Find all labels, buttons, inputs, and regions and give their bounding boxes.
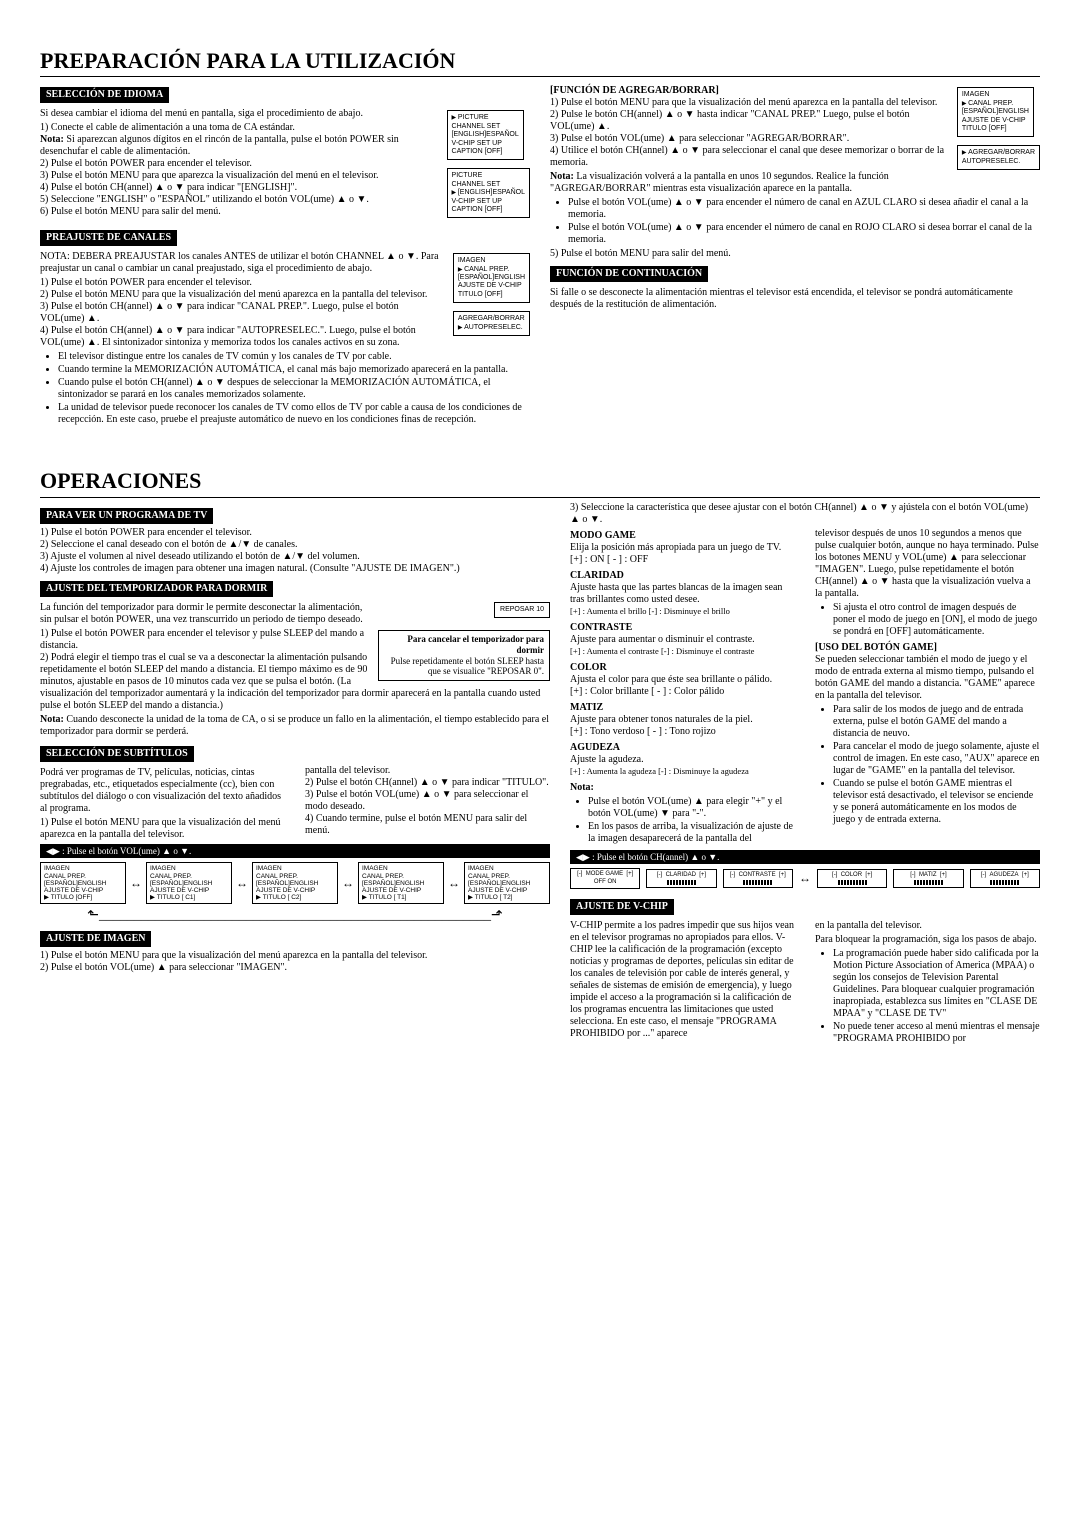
preajuste-bullets: El televisor distingue entre los canales…: [40, 351, 530, 426]
title-operaciones: OPERACIONES: [40, 468, 1040, 497]
claridad-head: CLARIDAD: [570, 570, 795, 582]
matiz-head: MATIZ: [570, 702, 795, 714]
sub-intro: Podrá ver programas de TV, películas, no…: [40, 767, 285, 815]
para-ver-steps: 1) Pulse el botón POWER para encender el…: [40, 527, 550, 575]
arrow-icon: ↔: [342, 876, 354, 890]
sub-box-0: IMAGENCANAL PREP.[ESPAÑOL]ENGLISHAJUSTE …: [40, 862, 126, 904]
section-preajuste: PREAJUSTE DE CANALES: [40, 230, 177, 246]
ajuste-img-steps: 1) Pulse el botón MENU para que la visua…: [40, 950, 550, 974]
func-agregar-bullets: Pulse el botón VOL(ume) ▲ o ▼ para encen…: [550, 197, 1040, 246]
nota-head: Nota:: [570, 782, 795, 794]
func-cont-text: Si falle o se desconecte la alimentación…: [550, 287, 1040, 311]
slider-mode-game: [-] MODE GAME [+] OFF ON: [570, 868, 640, 888]
temp-nota: Nota: Cuando desconecte la unidad de la …: [40, 714, 550, 738]
cancel-temp-box: Para cancelar el temporizador para dormi…: [378, 630, 550, 681]
vchip-text2: en la pantalla del televisor.: [815, 920, 1040, 932]
agudeza-head: AGUDEZA: [570, 742, 795, 754]
section-func-cont: FUNCIÓN DE CONTINUACIÓN: [550, 266, 708, 282]
slider-matiz: [-] MATIZ [+]: [893, 869, 963, 888]
menu-box-4: AGREGAR/BORRAR AUTOPRESELEC.: [453, 311, 530, 336]
uso-game-head: [USO DEL BOTÓN GAME]: [815, 642, 1040, 654]
sub-box-3: IMAGENCANAL PREP.[ESPAÑOL]ENGLISHAJUSTE …: [358, 862, 444, 904]
sub-box-4: IMAGENCANAL PREP.[ESPAÑOL]ENGLISHAJUSTE …: [464, 862, 550, 904]
section-para-ver: PARA VER UN PROGRAMA DE TV: [40, 508, 213, 524]
sub-box-2: IMAGENCANAL PREP.[ESPAÑOL]ENGLISHAJUSTE …: [252, 862, 338, 904]
arrow-icon: ↔: [236, 876, 248, 890]
slider-bar-label: ◀▶ : Pulse el botón CH(annel) ▲ o ▼.: [570, 850, 1040, 865]
slider-contraste: [-] CONTRASTE [+]: [723, 869, 793, 888]
slider-agudeza: [-] AGUDEZA [+]: [970, 869, 1040, 888]
vchip-text: V-CHIP permite a los padres impedir que …: [570, 920, 795, 1040]
menu-box-3: IMAGEN CANAL PREP. [ESPAÑOL]ENGLISH AJUS…: [453, 253, 530, 303]
vchip-bullets: La programación puede haber sido calific…: [815, 948, 1040, 1045]
menu-box-1: PICTURE CHANNEL SET [ENGLISH]ESPAÑOL V-C…: [447, 110, 524, 160]
menu-box-6: AGREGAR/BORRAR AUTOPRESELEC.: [957, 145, 1040, 170]
title-preparacion: PREPARACIÓN PARA LA UTILIZACIÓN: [40, 48, 1040, 77]
arrow-icon: ↔: [448, 876, 460, 890]
menu-box-5: IMAGEN CANAL PREP. [ESPAÑOL]ENGLISH AJUS…: [957, 87, 1034, 137]
slider-claridad: [-] CLARIDAD [+]: [646, 869, 716, 888]
reposar-box: REPOSAR 10: [494, 602, 550, 618]
contraste-head: CONTRASTE: [570, 622, 795, 634]
arrow-icon: ↔: [799, 871, 811, 885]
subtitle-boxes-row: IMAGENCANAL PREP.[ESPAÑOL]ENGLISHAJUSTE …: [40, 862, 550, 904]
loop-arrow-icon: ⬑_______________________________________…: [40, 908, 550, 925]
section-sub: SELECCIÓN DE SUBTÍTULOS: [40, 746, 194, 762]
sub-box-1: IMAGENCANAL PREP.[ESPAÑOL]ENGLISHAJUSTE …: [146, 862, 232, 904]
section-ajuste-img: AJUSTE DE IMAGEN: [40, 931, 151, 947]
slider-color: [-] COLOR [+]: [817, 869, 887, 888]
color-head: COLOR: [570, 662, 795, 674]
section-vchip: AJUSTE DE V-CHIP: [570, 899, 674, 915]
sub-bar: ◀▶ : Pulse el botón VOL(ume) ▲ o ▼.: [40, 844, 550, 859]
menu-box-2: PICTURE CHANNEL SET [ENGLISH]ESPAÑOL V-C…: [447, 168, 530, 218]
slider-row: [-] MODE GAME [+] OFF ON [-] CLARIDAD [+…: [570, 868, 1040, 888]
section-temp: AJUSTE DEL TEMPORIZADOR PARA DORMIR: [40, 581, 273, 597]
arrow-icon: ↔: [130, 876, 142, 890]
vchip-bloq: Para bloquear la programación, siga los …: [815, 934, 1040, 946]
modo-game-head: MODO GAME: [570, 530, 795, 542]
section-seleccion-idioma: SELECCIÓN DE IDIOMA: [40, 87, 169, 103]
